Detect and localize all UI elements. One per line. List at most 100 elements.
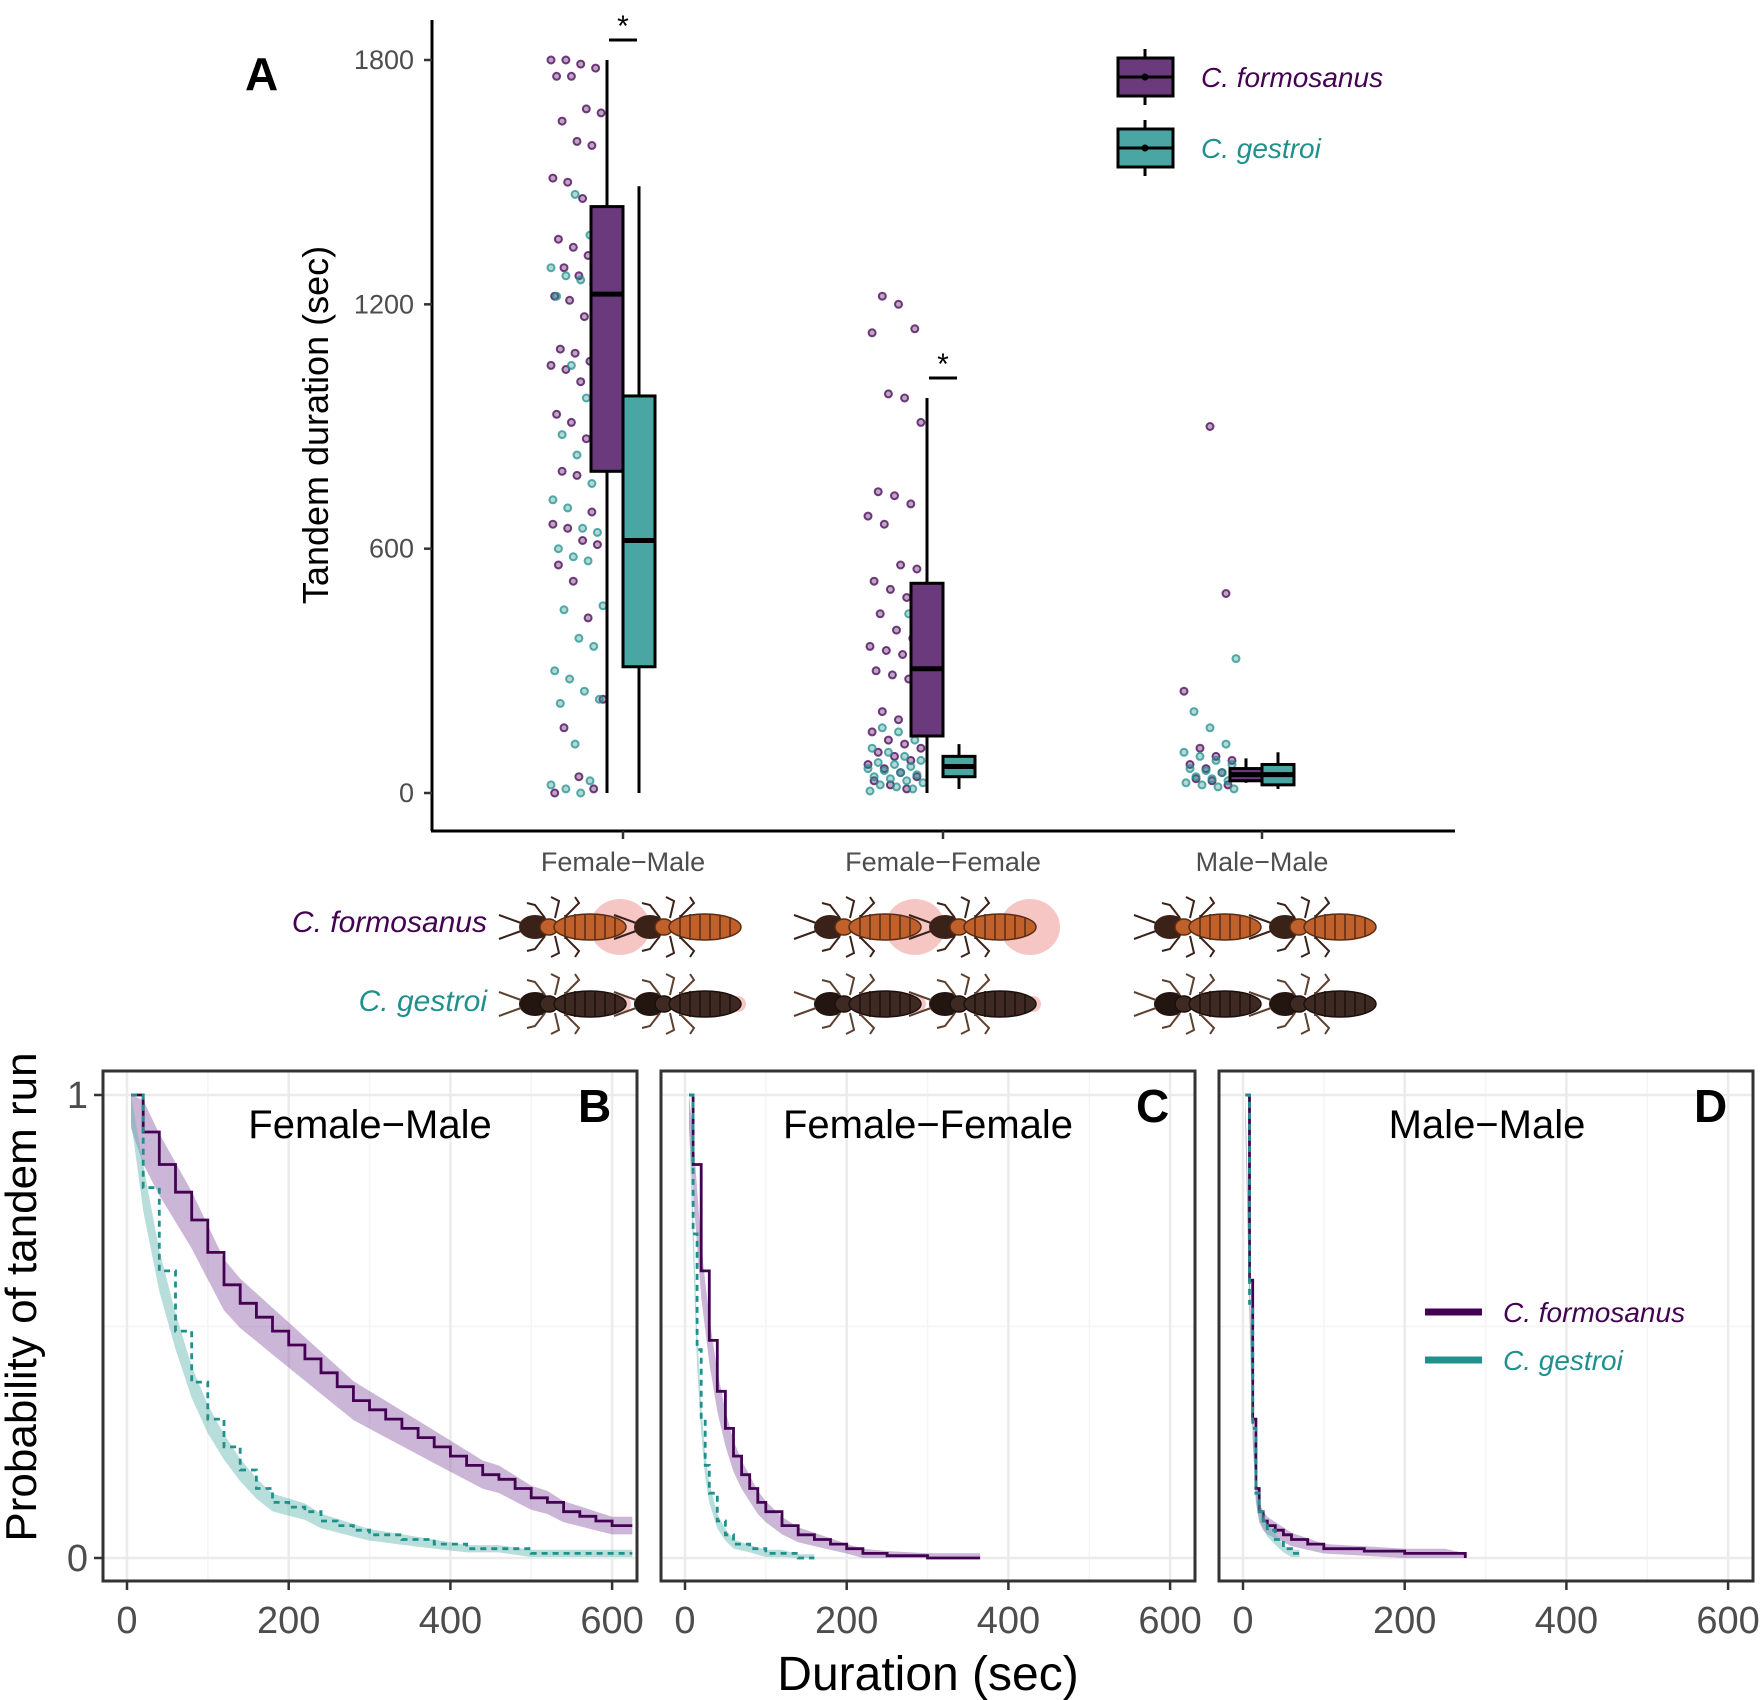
- panel-a-legend: C. formosanus C. gestroi: [1116, 49, 1383, 176]
- data-point: [548, 173, 558, 183]
- data-point: [570, 739, 580, 749]
- x-tick-label: 600: [580, 1600, 643, 1642]
- data-point: [1179, 747, 1189, 757]
- data-point: [910, 735, 920, 745]
- data-point: [561, 55, 571, 65]
- data-point: [568, 576, 578, 586]
- termite-pairs: [498, 896, 1377, 1035]
- data-point: [896, 560, 906, 570]
- data-point: [566, 417, 576, 427]
- data-point: [572, 136, 582, 146]
- box-gestroi: [941, 744, 977, 789]
- data-point: [1197, 780, 1207, 790]
- data-point: [875, 780, 885, 790]
- data-point: [863, 764, 873, 774]
- termite-gestroi: [1248, 973, 1377, 1035]
- data-point: [1217, 768, 1227, 778]
- data-point: [873, 487, 883, 497]
- data-point: [1205, 422, 1215, 431]
- termite-illustrations: C. formosanus C. gestroi: [292, 896, 1377, 1035]
- y-tick-label: 1200: [354, 289, 414, 319]
- data-point: [865, 786, 875, 796]
- data-point: [1189, 707, 1199, 717]
- data-point: [552, 409, 562, 419]
- data-point: [576, 377, 586, 387]
- survival-line-formosanus: [131, 1093, 633, 1527]
- data-point: [890, 491, 899, 501]
- data-point: [559, 723, 569, 733]
- data-point: [559, 263, 569, 273]
- termite-gestroi: [908, 973, 1037, 1035]
- data-point: [890, 751, 899, 761]
- data-point: [579, 686, 589, 696]
- data-point: [869, 772, 879, 782]
- termite-gestroi: [793, 973, 922, 1035]
- data-point: [1221, 589, 1231, 598]
- data-point: [1229, 784, 1239, 794]
- data-point: [570, 189, 580, 199]
- data-point: [1179, 686, 1189, 696]
- box-gestroi: [621, 186, 657, 793]
- legend-point: [1141, 144, 1149, 152]
- x-tick-label: 400: [1535, 1600, 1598, 1642]
- data-point: [1185, 764, 1195, 774]
- data-point: [1205, 723, 1215, 733]
- survival-line-gestroi: [131, 1093, 633, 1555]
- termite-formosanus: [1133, 896, 1262, 958]
- x-tick-label: 400: [419, 1600, 482, 1642]
- data-point: [900, 739, 910, 749]
- row-label-formosanus: C. formosanus: [292, 906, 487, 939]
- data-point: [548, 495, 558, 505]
- x-tick-label: 200: [815, 1600, 878, 1642]
- data-point: [578, 523, 588, 533]
- x-tick-label: 200: [257, 1600, 320, 1642]
- data-point: [875, 609, 885, 619]
- data-point: [594, 694, 604, 704]
- data-point: [570, 348, 580, 358]
- data-point: [902, 593, 912, 602]
- data-point: [587, 141, 597, 150]
- data-point: [890, 760, 899, 769]
- termite-gestroi: [1133, 973, 1262, 1035]
- data-point: [1195, 751, 1205, 761]
- data-point: [589, 784, 599, 794]
- box-body: [589, 205, 625, 473]
- panel-c: 0 200 400 600: [659, 1069, 1202, 1642]
- data-point: [557, 116, 567, 126]
- panel-a-y-ticks: 0 600 1200 1800: [354, 45, 432, 808]
- data-point: [896, 768, 906, 778]
- panel-a-ylabel: Tandem duration (sec): [295, 246, 336, 604]
- panel-b-letter: B: [578, 1080, 611, 1132]
- data-point: [581, 434, 591, 444]
- data-point: [887, 670, 897, 680]
- y-tick-label: 1: [67, 1075, 88, 1117]
- data-point: [877, 723, 887, 733]
- data-point: [581, 104, 591, 114]
- survival-line-formosanus: [689, 1093, 981, 1560]
- data-point: [894, 727, 903, 737]
- data-point: [906, 762, 916, 771]
- data-point: [574, 772, 584, 782]
- data-point: [873, 758, 883, 767]
- data-point: [561, 271, 571, 281]
- legend-label: C. formosanus: [1201, 62, 1383, 93]
- data-point: [559, 605, 569, 615]
- data-point: [863, 511, 873, 521]
- data-point: [548, 519, 558, 529]
- data-point: [867, 743, 877, 753]
- data-point: [591, 63, 601, 73]
- survival-line-gestroi: [689, 1093, 815, 1560]
- data-point: [900, 393, 910, 403]
- data-point: [867, 727, 877, 737]
- data-point: [572, 450, 582, 460]
- panel-b: 0 200 400 600 0 1: [67, 1069, 644, 1642]
- panel-a-points: [546, 55, 1243, 798]
- data-point: [916, 417, 926, 427]
- data-point: [578, 536, 588, 545]
- data-point: [550, 788, 560, 798]
- data-point: [881, 646, 891, 655]
- data-point: [598, 601, 608, 611]
- x-tick-label: 600: [1138, 1600, 1201, 1642]
- legend-label: C. gestroi: [1503, 1345, 1624, 1376]
- data-point: [1191, 772, 1201, 782]
